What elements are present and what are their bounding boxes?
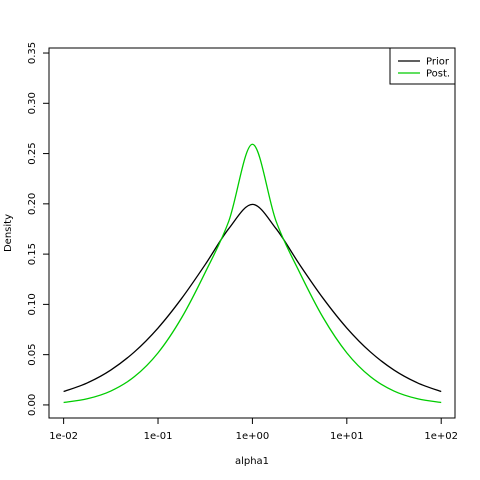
y-tick-label-0: 0.00 [27,394,38,416]
y-tick-label-4: 0.20 [27,193,38,215]
y-axis-title: Density [3,214,14,252]
x-axis-title: alpha1 [235,456,269,467]
series-line-post [63,143,442,404]
y-tick-label-5: 0.25 [27,142,38,164]
legend: Prior Post. [389,47,456,85]
x-tick-label-0: 1e-02 [49,431,78,442]
series-line-prior [63,203,442,393]
plot-frame [48,47,456,419]
legend-box [389,47,456,85]
y-tick-label-7: 0.35 [27,42,38,64]
legend-label-post: Post. [426,69,450,80]
y-axis: 0.00 0.05 0.10 0.15 0.20 0.25 0.30 0.35 [27,42,49,416]
y-tick-label-2: 0.10 [27,293,38,315]
x-tick-label-1: 1e-01 [144,431,173,442]
y-tick-label-3: 0.15 [27,243,38,265]
series-layer [63,143,442,404]
x-tick-label-2: 1e+00 [236,431,270,442]
x-tick-label-3: 1e+01 [330,431,364,442]
x-tick-label-4: 1e+02 [424,431,458,442]
y-tick-label-6: 0.30 [27,92,38,114]
y-tick-label-1: 0.05 [27,344,38,366]
legend-label-prior: Prior [426,57,450,68]
x-axis: 1e-02 1e-01 1e+00 1e+01 1e+02 [49,418,458,442]
